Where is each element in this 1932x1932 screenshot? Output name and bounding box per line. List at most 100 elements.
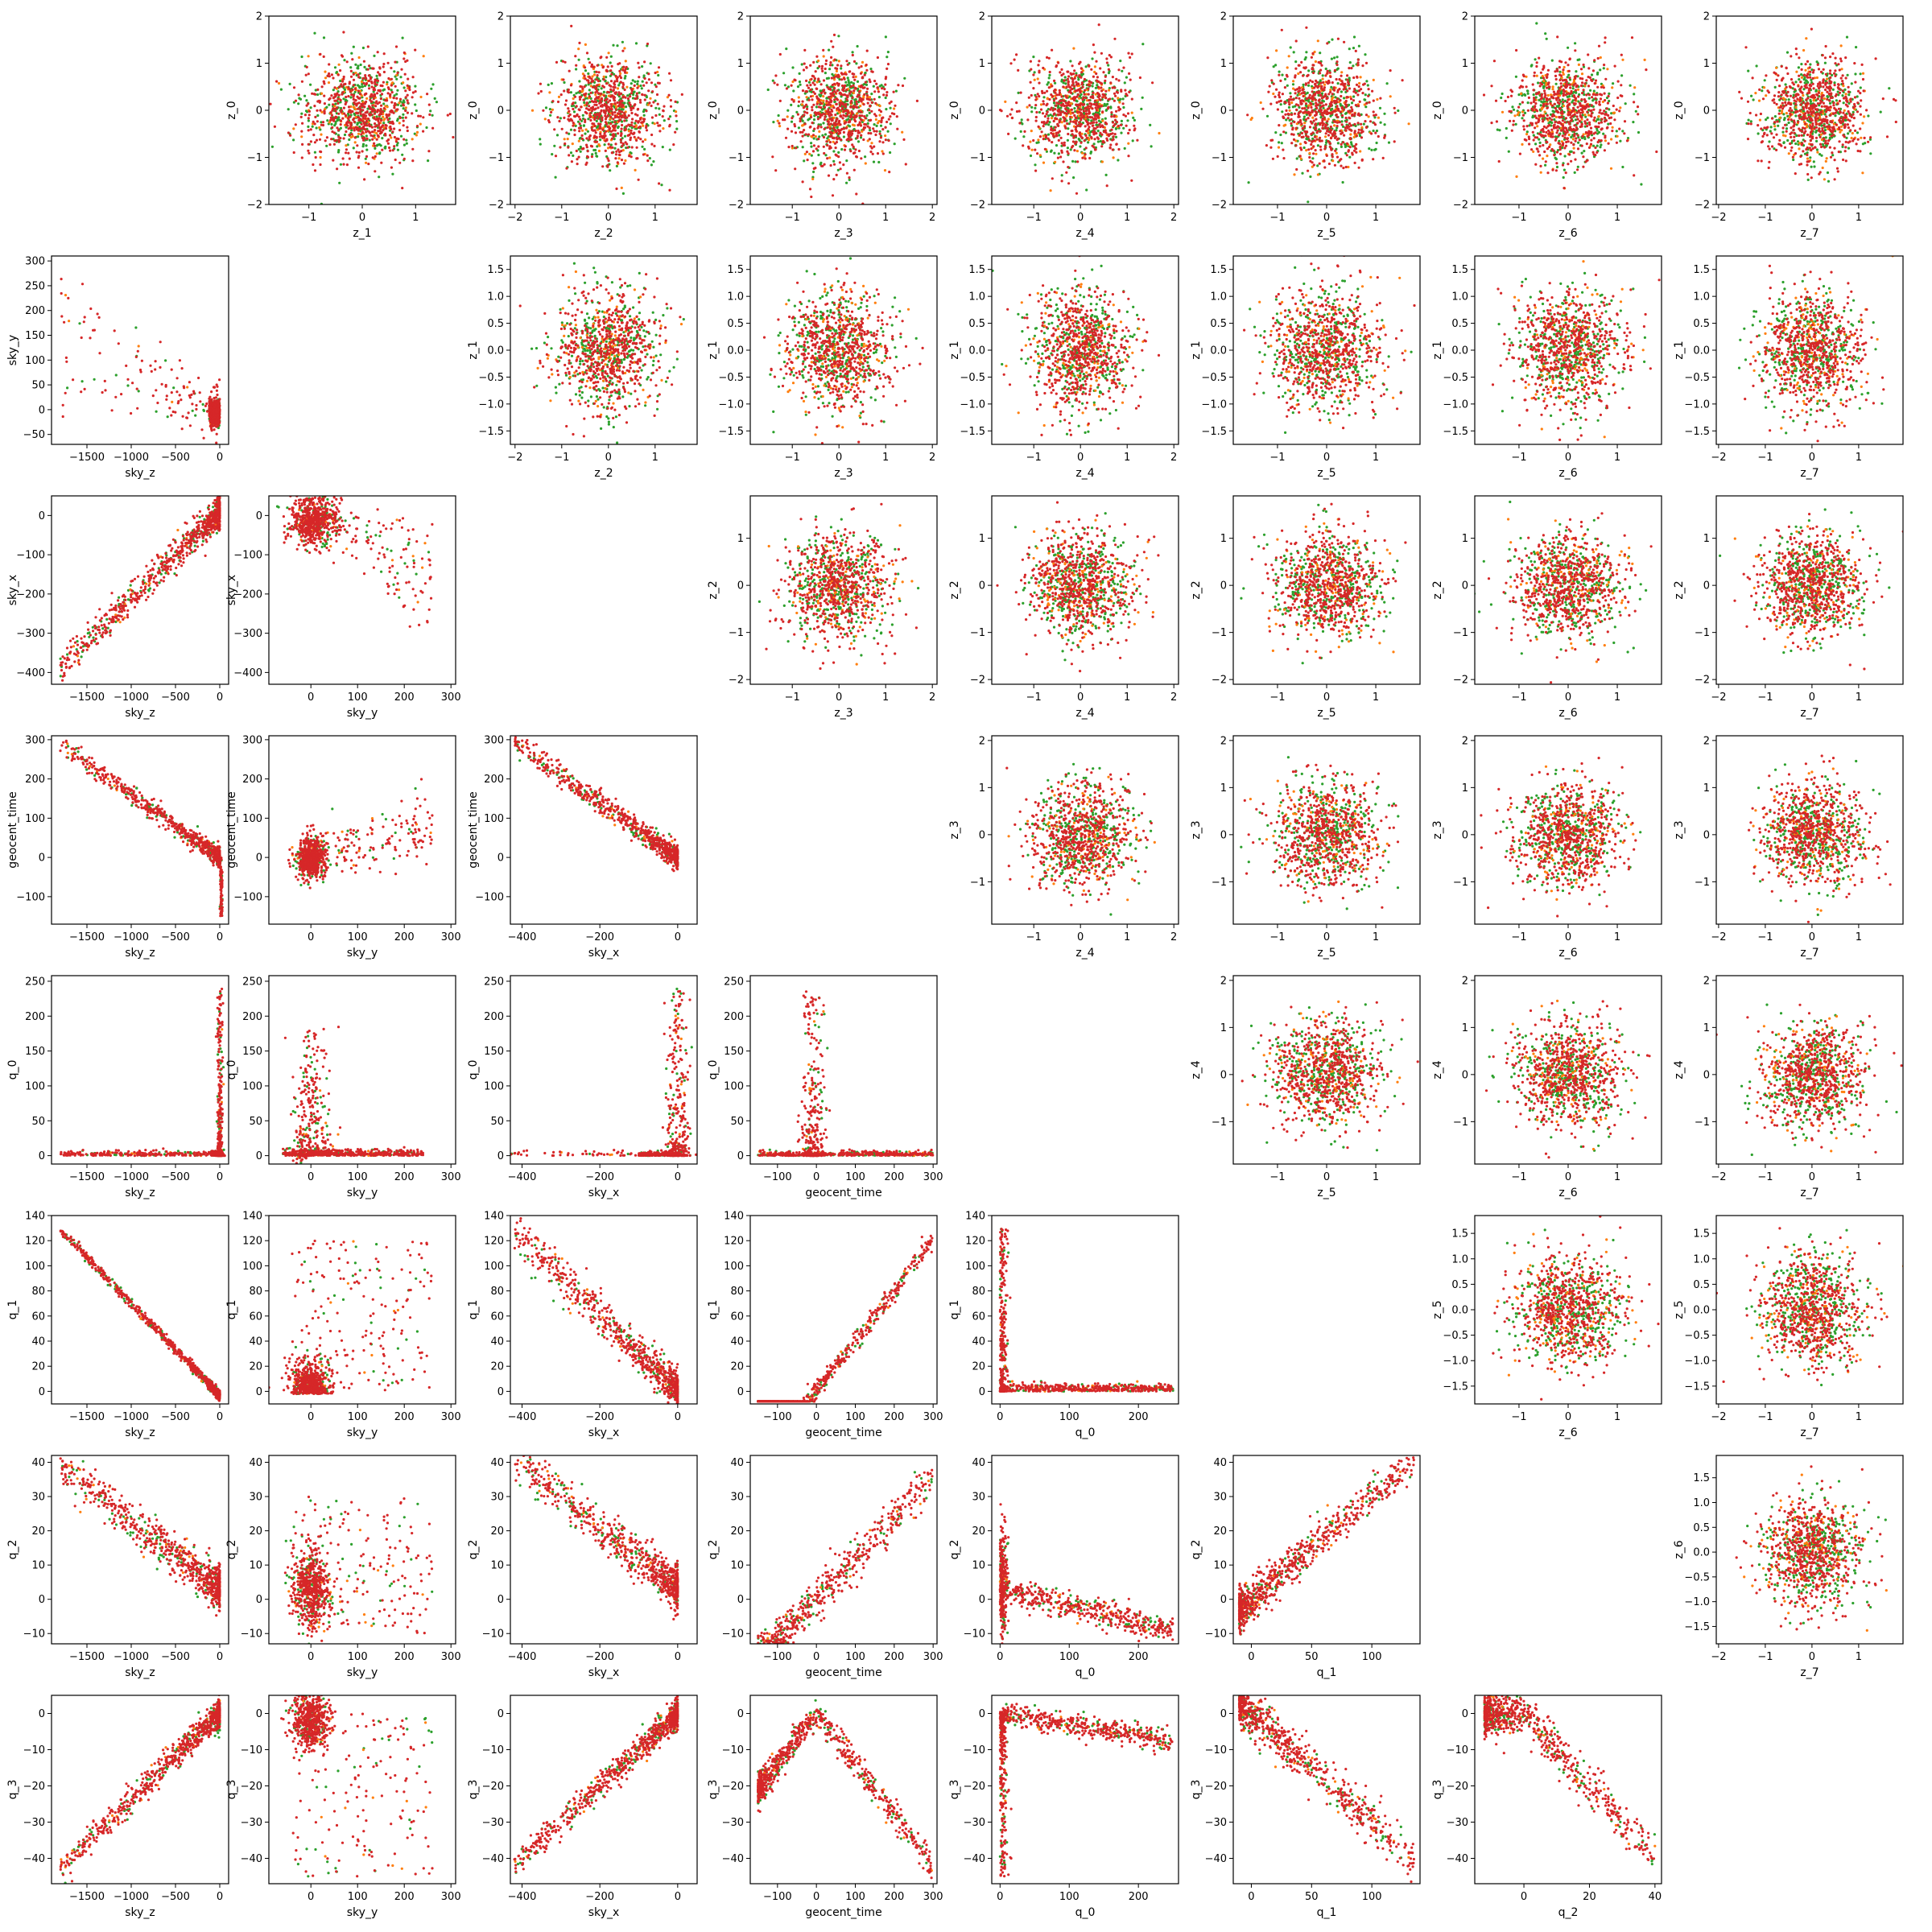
scatter-point <box>620 110 623 114</box>
scatter-point <box>796 113 800 116</box>
scatter-point <box>1067 182 1071 185</box>
scatter-point <box>609 99 612 102</box>
scatter-point <box>382 118 386 122</box>
scatter-point <box>1099 125 1102 129</box>
scatter-point <box>816 118 820 121</box>
scatter-point <box>1096 84 1099 87</box>
scatter-point <box>890 112 894 115</box>
scatter-point <box>1286 117 1290 120</box>
scatter-point <box>1335 151 1338 155</box>
scatter-point <box>1058 91 1062 94</box>
scatter-point <box>316 109 319 112</box>
scatter-point <box>1059 106 1063 109</box>
scatter-point <box>844 72 848 76</box>
scatter-point <box>1298 93 1302 96</box>
scatter-point <box>613 121 617 124</box>
scatter-point <box>1071 120 1075 123</box>
scatter-point <box>861 76 864 80</box>
scatter-point <box>1115 109 1118 113</box>
scatter-point <box>567 146 570 149</box>
scatter-point <box>1096 130 1100 133</box>
scatter-point <box>270 145 274 148</box>
scatter-point <box>873 123 876 126</box>
scatter-point <box>1381 156 1385 159</box>
scatter-point <box>818 135 821 138</box>
scatter-point <box>1053 112 1056 115</box>
scatter-point <box>849 90 852 93</box>
scatter-point <box>1072 97 1075 100</box>
scatter-point <box>829 61 832 64</box>
scatter-point <box>1060 142 1063 145</box>
scatter-point <box>618 74 621 77</box>
scatter-point <box>1057 114 1060 117</box>
scatter-point <box>319 128 322 131</box>
scatter-point <box>389 122 392 125</box>
scatter-point <box>414 90 417 93</box>
scatter-point <box>1374 131 1377 134</box>
scatter-point <box>1010 108 1013 111</box>
scatter-point <box>580 134 584 137</box>
scatter-point <box>585 146 588 149</box>
scatter-point <box>1329 112 1332 115</box>
scatter-point <box>1290 142 1294 145</box>
scatter-point <box>886 51 890 54</box>
scatter-point <box>636 86 639 89</box>
scatter-point <box>1063 104 1066 108</box>
scatter-point <box>871 152 874 155</box>
scatter-point <box>903 76 906 80</box>
scatter-point <box>810 145 813 148</box>
scatter-point <box>1323 110 1326 114</box>
scatter-point <box>415 134 419 137</box>
scatter-point <box>381 110 385 114</box>
scatter-point <box>828 68 832 71</box>
scatter-point <box>339 163 342 166</box>
scatter-point <box>394 60 397 64</box>
scatter-point <box>669 105 673 108</box>
scatter-point <box>1127 155 1130 158</box>
scatter-point <box>606 101 609 104</box>
scatter-points <box>269 31 455 204</box>
scatter-point <box>667 93 671 97</box>
scatter-point <box>1104 129 1107 132</box>
scatter-point <box>360 122 363 126</box>
scatter-point <box>1039 108 1043 111</box>
scatter-point <box>1049 114 1052 117</box>
scatter-point <box>294 123 297 126</box>
scatter-point <box>555 134 559 137</box>
scatter-point <box>878 105 881 108</box>
scatter-point <box>628 155 631 158</box>
scatter-point <box>832 76 836 79</box>
scatter-point <box>400 68 403 71</box>
scatter-point <box>343 59 346 62</box>
scatter-point <box>316 93 320 97</box>
scatter-point <box>619 72 622 75</box>
scatter-point <box>836 98 840 101</box>
scatter-point <box>1075 126 1078 129</box>
scatter-point <box>357 101 361 105</box>
scatter-point <box>1032 138 1035 142</box>
scatter-point <box>585 101 588 105</box>
scatter-point <box>884 134 887 138</box>
scatter-point <box>797 96 800 99</box>
scatter-point <box>621 192 625 195</box>
scatter-point <box>872 127 875 130</box>
scatter-point <box>656 122 659 125</box>
scatter-point <box>1319 101 1323 105</box>
scatter-point <box>618 69 621 72</box>
scatter-point <box>784 136 788 139</box>
scatter-point <box>390 127 393 131</box>
scatter-point <box>1291 105 1294 109</box>
scatter-point <box>340 54 344 57</box>
scatter-point <box>1313 50 1316 54</box>
scatter-point <box>631 118 634 121</box>
scatter-point <box>605 69 609 73</box>
scatter-point <box>1069 60 1072 63</box>
scatter-point <box>1107 133 1110 136</box>
scatter-point <box>1043 115 1046 118</box>
scatter-point <box>890 100 893 103</box>
scatter-point <box>1067 104 1070 107</box>
scatter-point <box>369 114 372 117</box>
scatter-point <box>350 93 353 97</box>
scatter-point <box>402 143 406 147</box>
scatter-point <box>1081 156 1084 159</box>
